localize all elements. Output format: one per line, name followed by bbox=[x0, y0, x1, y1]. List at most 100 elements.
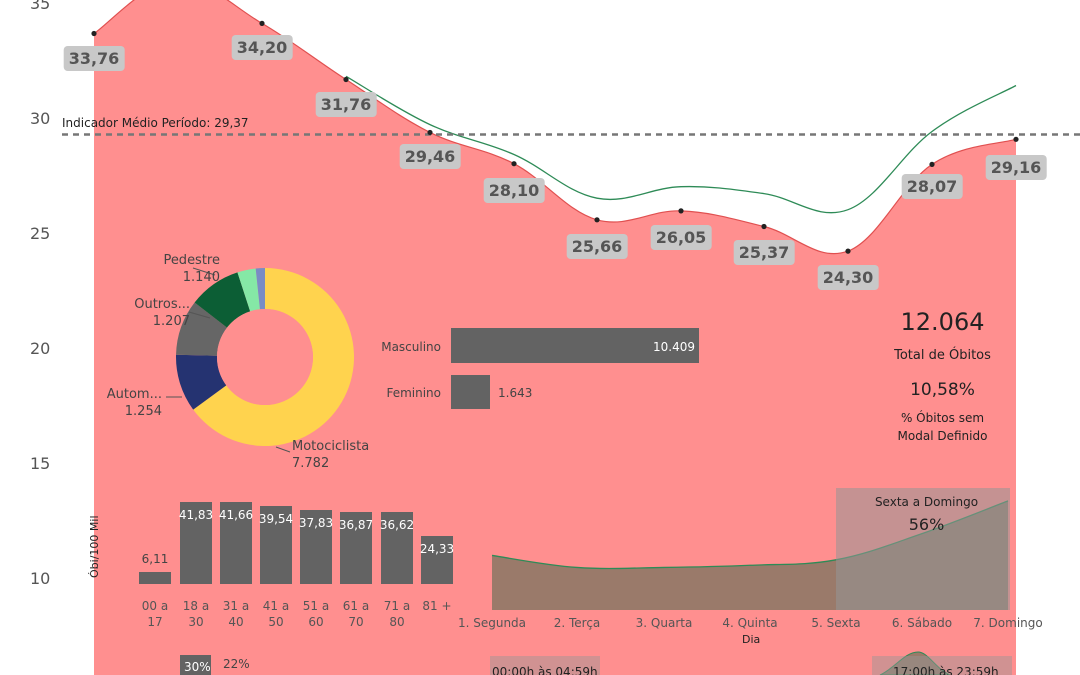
average-line-label: Indicador Médio Período: 29,37 bbox=[62, 116, 249, 130]
age-category-label: 60 bbox=[308, 615, 324, 629]
age-bar bbox=[220, 502, 252, 584]
data-point bbox=[594, 217, 600, 223]
age-category: 31 a 40 bbox=[211, 598, 261, 630]
bottom-peek-time-a: 00:00h às 04:59h bbox=[492, 665, 598, 675]
trend-line bbox=[345, 75, 1017, 214]
donut-leader-line bbox=[188, 311, 211, 319]
age-category-label: 80 bbox=[389, 615, 405, 629]
age-category-label: 40 bbox=[228, 615, 244, 629]
age-chart-y-title: Óbi/100 Mil bbox=[88, 515, 101, 579]
data-point bbox=[761, 223, 767, 230]
age-value-label: 24,33 bbox=[419, 542, 455, 557]
age-category-label: 41 a bbox=[262, 599, 290, 613]
data-label: 34,20 bbox=[231, 35, 293, 61]
pie-label-pedestre: Pedestre 1.140 bbox=[163, 253, 220, 285]
data-label: 29,46 bbox=[399, 144, 461, 170]
age-category: 51 a 60 bbox=[291, 598, 341, 630]
y-tick-label: 20 bbox=[30, 339, 51, 358]
modal-donut-chart bbox=[166, 267, 354, 453]
data-label: 25,66 bbox=[566, 233, 628, 259]
data-label: 24,30 bbox=[817, 265, 879, 291]
day-label: 6. Sábado bbox=[891, 616, 953, 630]
donut-leader-line bbox=[192, 267, 216, 276]
pie-label-outros: Outros... 1.207 bbox=[134, 297, 190, 329]
kpi-pct-sem-modal-label-2: Modal Definido bbox=[897, 429, 988, 443]
age-value-label: 6,11 bbox=[141, 552, 169, 567]
age-bar bbox=[180, 502, 212, 584]
kpi-pct-sem-modal-value: 10,58% bbox=[910, 380, 975, 400]
data-label: 31,76 bbox=[315, 91, 377, 117]
age-category-label: 71 a bbox=[383, 599, 411, 613]
weekend-highlight-title: Sexta a Domingo bbox=[874, 495, 979, 509]
y-tick-label: 25 bbox=[30, 224, 51, 243]
data-point bbox=[343, 76, 349, 83]
data-point bbox=[511, 161, 517, 167]
day-label: 5. Sexta bbox=[811, 616, 861, 630]
data-label: 28,07 bbox=[901, 174, 963, 200]
age-bar bbox=[421, 536, 453, 584]
y-tick-label: 30 bbox=[30, 109, 51, 128]
kpi-pct-sem-modal-label-1: % Óbitos sem bbox=[900, 411, 985, 425]
data-label: 33,76 bbox=[63, 45, 125, 71]
y-tick-label: 15 bbox=[30, 454, 51, 473]
age-bar bbox=[300, 509, 332, 584]
age-category: 71 a 80 bbox=[372, 598, 422, 630]
bottom-peek bbox=[879, 651, 951, 675]
data-point bbox=[91, 30, 97, 37]
age-value-label: 36,62 bbox=[379, 518, 415, 533]
age-bar bbox=[139, 572, 171, 584]
bottom-peek-time-a-box: 00:00h às 04:59h bbox=[490, 656, 600, 675]
age-category-label: 50 bbox=[268, 615, 284, 629]
gender-label-feminino: Feminino bbox=[386, 386, 441, 400]
age-category-label: 18 a bbox=[182, 599, 210, 613]
age-bar bbox=[381, 512, 413, 584]
data-point bbox=[678, 208, 684, 214]
kpi-total-obitos-value: 12.064 bbox=[900, 308, 985, 336]
data-label: 25,37 bbox=[733, 240, 795, 266]
gender-label-masculino: Masculino bbox=[381, 340, 441, 354]
age-category-label: 51 a bbox=[302, 599, 330, 613]
age-category-label: 31 a bbox=[222, 599, 250, 613]
age-value-label: 36,87 bbox=[338, 517, 374, 532]
data-point bbox=[1013, 136, 1019, 142]
age-category: 61 a 70 bbox=[331, 598, 381, 630]
y-tick-label: 10 bbox=[30, 569, 51, 588]
day-label: 4. Quinta bbox=[722, 616, 778, 630]
data-point bbox=[259, 20, 265, 26]
age-value-label: 39,54 bbox=[258, 512, 294, 527]
age-category: 18 a 30 bbox=[171, 598, 221, 630]
day-axis-title: Dia bbox=[742, 633, 761, 646]
age-category-label: 70 bbox=[348, 615, 364, 629]
donut-slice bbox=[193, 268, 354, 446]
data-label: 29,16 bbox=[985, 155, 1047, 181]
bottom-peek-time-b-box: 17:00h às 23:59h bbox=[872, 656, 1012, 675]
age-category-label: 30 bbox=[188, 615, 204, 629]
day-label: 2. Terça bbox=[553, 616, 601, 630]
age-value-label: 37,83 bbox=[298, 515, 334, 530]
gender-value-feminino: 1.643 bbox=[498, 386, 533, 400]
donut-slice bbox=[176, 302, 228, 356]
weekend-highlight bbox=[836, 488, 1010, 610]
day-label: 3. Quarta bbox=[635, 616, 693, 630]
gender-bar-masculino bbox=[451, 328, 699, 363]
pie-label-automovel: Autom... 1.254 bbox=[106, 387, 162, 419]
pie-label-motociclista: Motociclista 7.782 bbox=[292, 439, 370, 471]
age-category-label: 81 + bbox=[422, 599, 452, 613]
age-bar bbox=[340, 511, 372, 584]
age-value-label: 41,66 bbox=[218, 508, 254, 523]
bottom-peek-time-b: 17:00h às 23:59h bbox=[893, 665, 999, 675]
age-category-label: 17 bbox=[147, 615, 163, 629]
bottom-peek-pct-b: 22% bbox=[223, 657, 250, 671]
age-value-label: 41,83 bbox=[178, 508, 214, 522]
donut-slice bbox=[237, 268, 260, 312]
gender-value-masculino: 10.409 bbox=[653, 340, 695, 354]
day-label: 1. Segunda bbox=[457, 616, 527, 630]
donut-slice bbox=[194, 272, 251, 328]
data-label: 26,05 bbox=[650, 224, 712, 250]
donut-slice bbox=[175, 354, 227, 410]
bottom-peek-bar bbox=[180, 655, 211, 675]
bottom-peek-area bbox=[879, 651, 951, 675]
age-category-label: 00 a bbox=[141, 599, 169, 613]
donut-leader-line bbox=[275, 446, 291, 453]
bottom-peek-pct-a: 30% bbox=[184, 660, 211, 674]
